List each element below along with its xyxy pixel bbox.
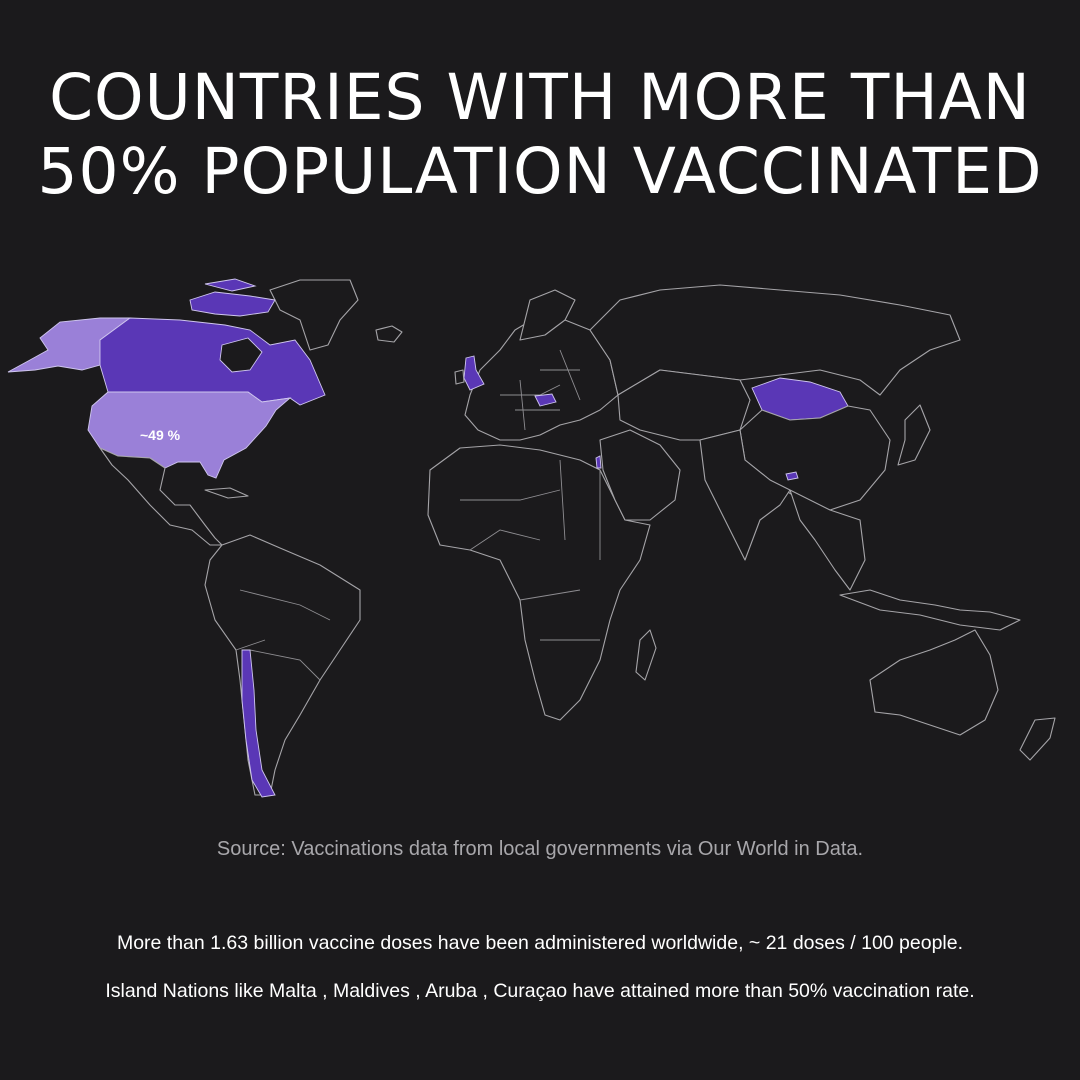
india bbox=[699, 429, 791, 561]
south-america bbox=[204, 534, 361, 796]
ireland bbox=[454, 369, 465, 385]
israel bbox=[595, 455, 602, 469]
scandinavia bbox=[519, 289, 576, 341]
bhutan bbox=[785, 471, 799, 481]
title-line-1: COUNTRIES WITH MORE THAN bbox=[49, 61, 1031, 134]
south-america-borders bbox=[235, 589, 331, 681]
canada-islands-2 bbox=[204, 278, 257, 292]
southeast-asia bbox=[789, 489, 866, 591]
indonesia bbox=[839, 589, 1021, 631]
iceland bbox=[375, 325, 403, 343]
australia bbox=[869, 629, 999, 736]
world-map: ~49 % bbox=[7, 278, 1056, 798]
africa-borders bbox=[460, 459, 601, 641]
new-zealand bbox=[1019, 717, 1056, 761]
madagascar bbox=[635, 629, 657, 681]
doses-note: More than 1.63 billion vaccine doses hav… bbox=[116, 932, 964, 954]
japan bbox=[897, 404, 931, 466]
cuba bbox=[204, 487, 249, 499]
title-line-2: 50% POPULATION VACCINATED bbox=[37, 135, 1043, 208]
europe bbox=[464, 314, 619, 441]
us-label: ~49 % bbox=[140, 427, 181, 443]
africa bbox=[427, 444, 651, 721]
canada bbox=[99, 317, 326, 406]
mexico-central-america bbox=[99, 447, 223, 546]
canada-islands bbox=[189, 291, 276, 317]
island-nations-note: Island Nations like Malta , Maldives , A… bbox=[105, 980, 975, 1002]
middle-east bbox=[599, 429, 681, 521]
greenland bbox=[269, 279, 359, 351]
chile bbox=[241, 649, 276, 798]
hungary bbox=[534, 393, 557, 407]
source-note: Source: Vaccinations data from local gov… bbox=[216, 838, 864, 860]
